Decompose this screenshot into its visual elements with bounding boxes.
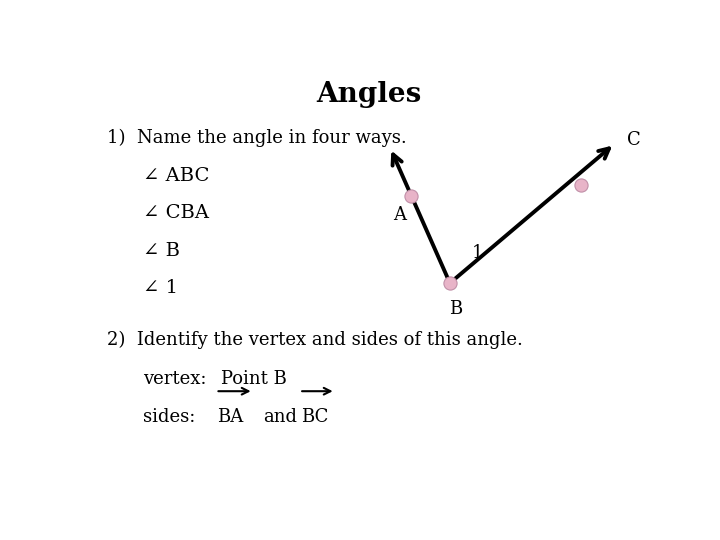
Text: ∠ ABC: ∠ ABC [143,167,210,185]
Text: and: and [263,408,297,426]
Text: C: C [627,131,641,149]
Text: 1: 1 [472,244,484,261]
Text: vertex:: vertex: [143,370,207,388]
Text: Angles: Angles [316,82,422,109]
Text: BA: BA [217,408,243,426]
Text: A: A [393,206,406,224]
Text: BC: BC [301,408,328,426]
Text: Point B: Point B [221,370,287,388]
Text: 2)  Identify the vertex and sides of this angle.: 2) Identify the vertex and sides of this… [107,331,523,349]
Point [444,279,456,287]
Point [405,192,417,200]
Text: B: B [449,300,462,318]
Text: ∠ 1: ∠ 1 [143,279,178,297]
Text: ∠ B: ∠ B [143,241,180,260]
Text: sides:: sides: [143,408,195,426]
Point [575,181,587,190]
Text: ∠ CBA: ∠ CBA [143,204,209,222]
Text: 1)  Name the angle in four ways.: 1) Name the angle in four ways. [107,129,407,147]
